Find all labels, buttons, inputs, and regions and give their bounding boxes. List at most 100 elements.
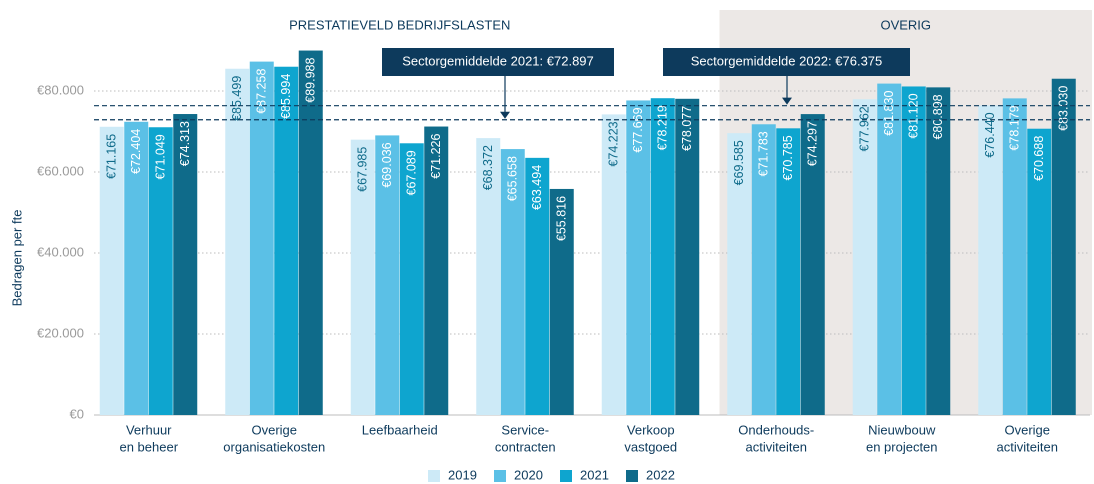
bar	[476, 138, 501, 416]
bar	[727, 133, 752, 415]
callout-arrowhead	[782, 97, 792, 105]
x-tick-label: organisatiekosten	[223, 439, 325, 454]
x-tick-label: vastgoed	[624, 439, 677, 454]
bar	[173, 114, 198, 415]
callout-arrowhead	[500, 111, 510, 119]
value-label: €70.688	[1032, 136, 1046, 181]
bar	[1051, 78, 1076, 415]
value-label: €65.658	[505, 156, 519, 201]
value-label: €74.313	[178, 121, 192, 166]
value-label: €81.830	[882, 91, 896, 136]
bar	[500, 149, 525, 416]
value-label: €69.585	[732, 140, 746, 185]
section-title: PRESTATIEVELD BEDRIJFSLASTEN	[289, 17, 510, 32]
legend-label: 2022	[646, 467, 675, 482]
value-label: €80.898	[931, 94, 945, 139]
x-tick-label: Verkoop	[627, 422, 675, 437]
y-tick-label: €40.000	[37, 244, 84, 259]
value-label: €63.494	[530, 165, 544, 210]
value-label: €74.223	[606, 121, 620, 166]
bar	[99, 126, 124, 416]
bar	[249, 61, 274, 415]
value-label: €81.120	[906, 93, 920, 138]
legend-swatch	[560, 470, 572, 482]
bar	[978, 105, 1003, 415]
value-label: €83.030	[1056, 86, 1070, 131]
value-label: €78.179	[1007, 105, 1021, 150]
value-label: €67.089	[404, 150, 418, 195]
value-label: €89.988	[303, 58, 317, 103]
legend-swatch	[494, 470, 506, 482]
x-tick-label: en beheer	[119, 439, 178, 454]
bar	[225, 68, 250, 415]
x-tick-label: contracten	[495, 439, 556, 454]
value-label: €68.372	[481, 145, 495, 190]
x-tick-label: Verhuur	[126, 422, 172, 437]
value-label: €55.816	[554, 196, 568, 241]
value-label: €85.994	[279, 74, 293, 119]
x-tick-label: Overige	[251, 422, 297, 437]
callout-box	[382, 48, 614, 76]
section-title: OVERIG	[880, 17, 931, 32]
x-tick-label: Onderhouds-	[738, 422, 814, 437]
y-tick-label: €0	[70, 406, 84, 421]
legend-label: 2021	[580, 467, 609, 482]
bar	[751, 124, 776, 416]
bar	[399, 143, 424, 415]
y-tick-label: €80.000	[37, 82, 84, 97]
callout-box	[663, 48, 910, 76]
value-label: €70.785	[781, 135, 795, 180]
bar	[424, 126, 449, 415]
value-label: €67.985	[355, 147, 369, 192]
value-label: €71.165	[104, 134, 118, 179]
value-label: €85.499	[230, 76, 244, 121]
value-label: €69.036	[380, 142, 394, 187]
y-tick-label: €60.000	[37, 163, 84, 178]
bar	[148, 127, 173, 415]
value-label: €72.404	[129, 129, 143, 174]
legend-swatch	[428, 470, 440, 482]
bar	[800, 114, 825, 415]
bar	[375, 135, 400, 415]
bar	[124, 121, 149, 416]
x-tick-label: en projecten	[866, 439, 938, 454]
y-tick-label: €20.000	[37, 325, 84, 340]
x-tick-label: Service-	[501, 422, 549, 437]
callout-label: Sectorgemiddelde 2022: €76.375	[691, 53, 883, 68]
value-label: €76.440	[983, 112, 997, 157]
bar	[650, 98, 675, 416]
legend-label: 2020	[514, 467, 543, 482]
bar	[626, 100, 651, 415]
value-label: €77.669	[631, 107, 645, 152]
bar	[901, 86, 926, 416]
bar	[852, 99, 877, 415]
bar	[1002, 98, 1027, 415]
value-label: €78.219	[655, 105, 669, 150]
value-label: €71.783	[756, 131, 770, 176]
legend-swatch	[626, 470, 638, 482]
bar	[298, 50, 323, 416]
bar	[525, 157, 550, 415]
value-label: €87.258	[254, 69, 268, 114]
x-tick-label: activiteiten	[997, 439, 1058, 454]
callout-label: Sectorgemiddelde 2021: €72.897	[402, 53, 594, 68]
bar	[926, 87, 951, 415]
y-axis-label: Bedragen per fte	[9, 210, 24, 307]
x-tick-label: Overige	[1004, 422, 1050, 437]
value-label: €74.297	[805, 121, 819, 166]
value-label: €77.962	[857, 106, 871, 151]
bar	[274, 66, 299, 415]
bar	[601, 114, 626, 415]
bar	[1027, 128, 1052, 415]
legend-label: 2019	[448, 467, 477, 482]
bar	[877, 83, 902, 415]
bar	[675, 98, 700, 415]
x-tick-label: activiteiten	[746, 439, 807, 454]
bar	[549, 188, 574, 415]
x-tick-label: Leefbaarheid	[362, 422, 438, 437]
x-tick-label: Nieuwbouw	[868, 422, 936, 437]
value-label: €71.226	[429, 133, 443, 178]
value-label: €71.049	[153, 134, 167, 179]
bar	[776, 128, 801, 416]
